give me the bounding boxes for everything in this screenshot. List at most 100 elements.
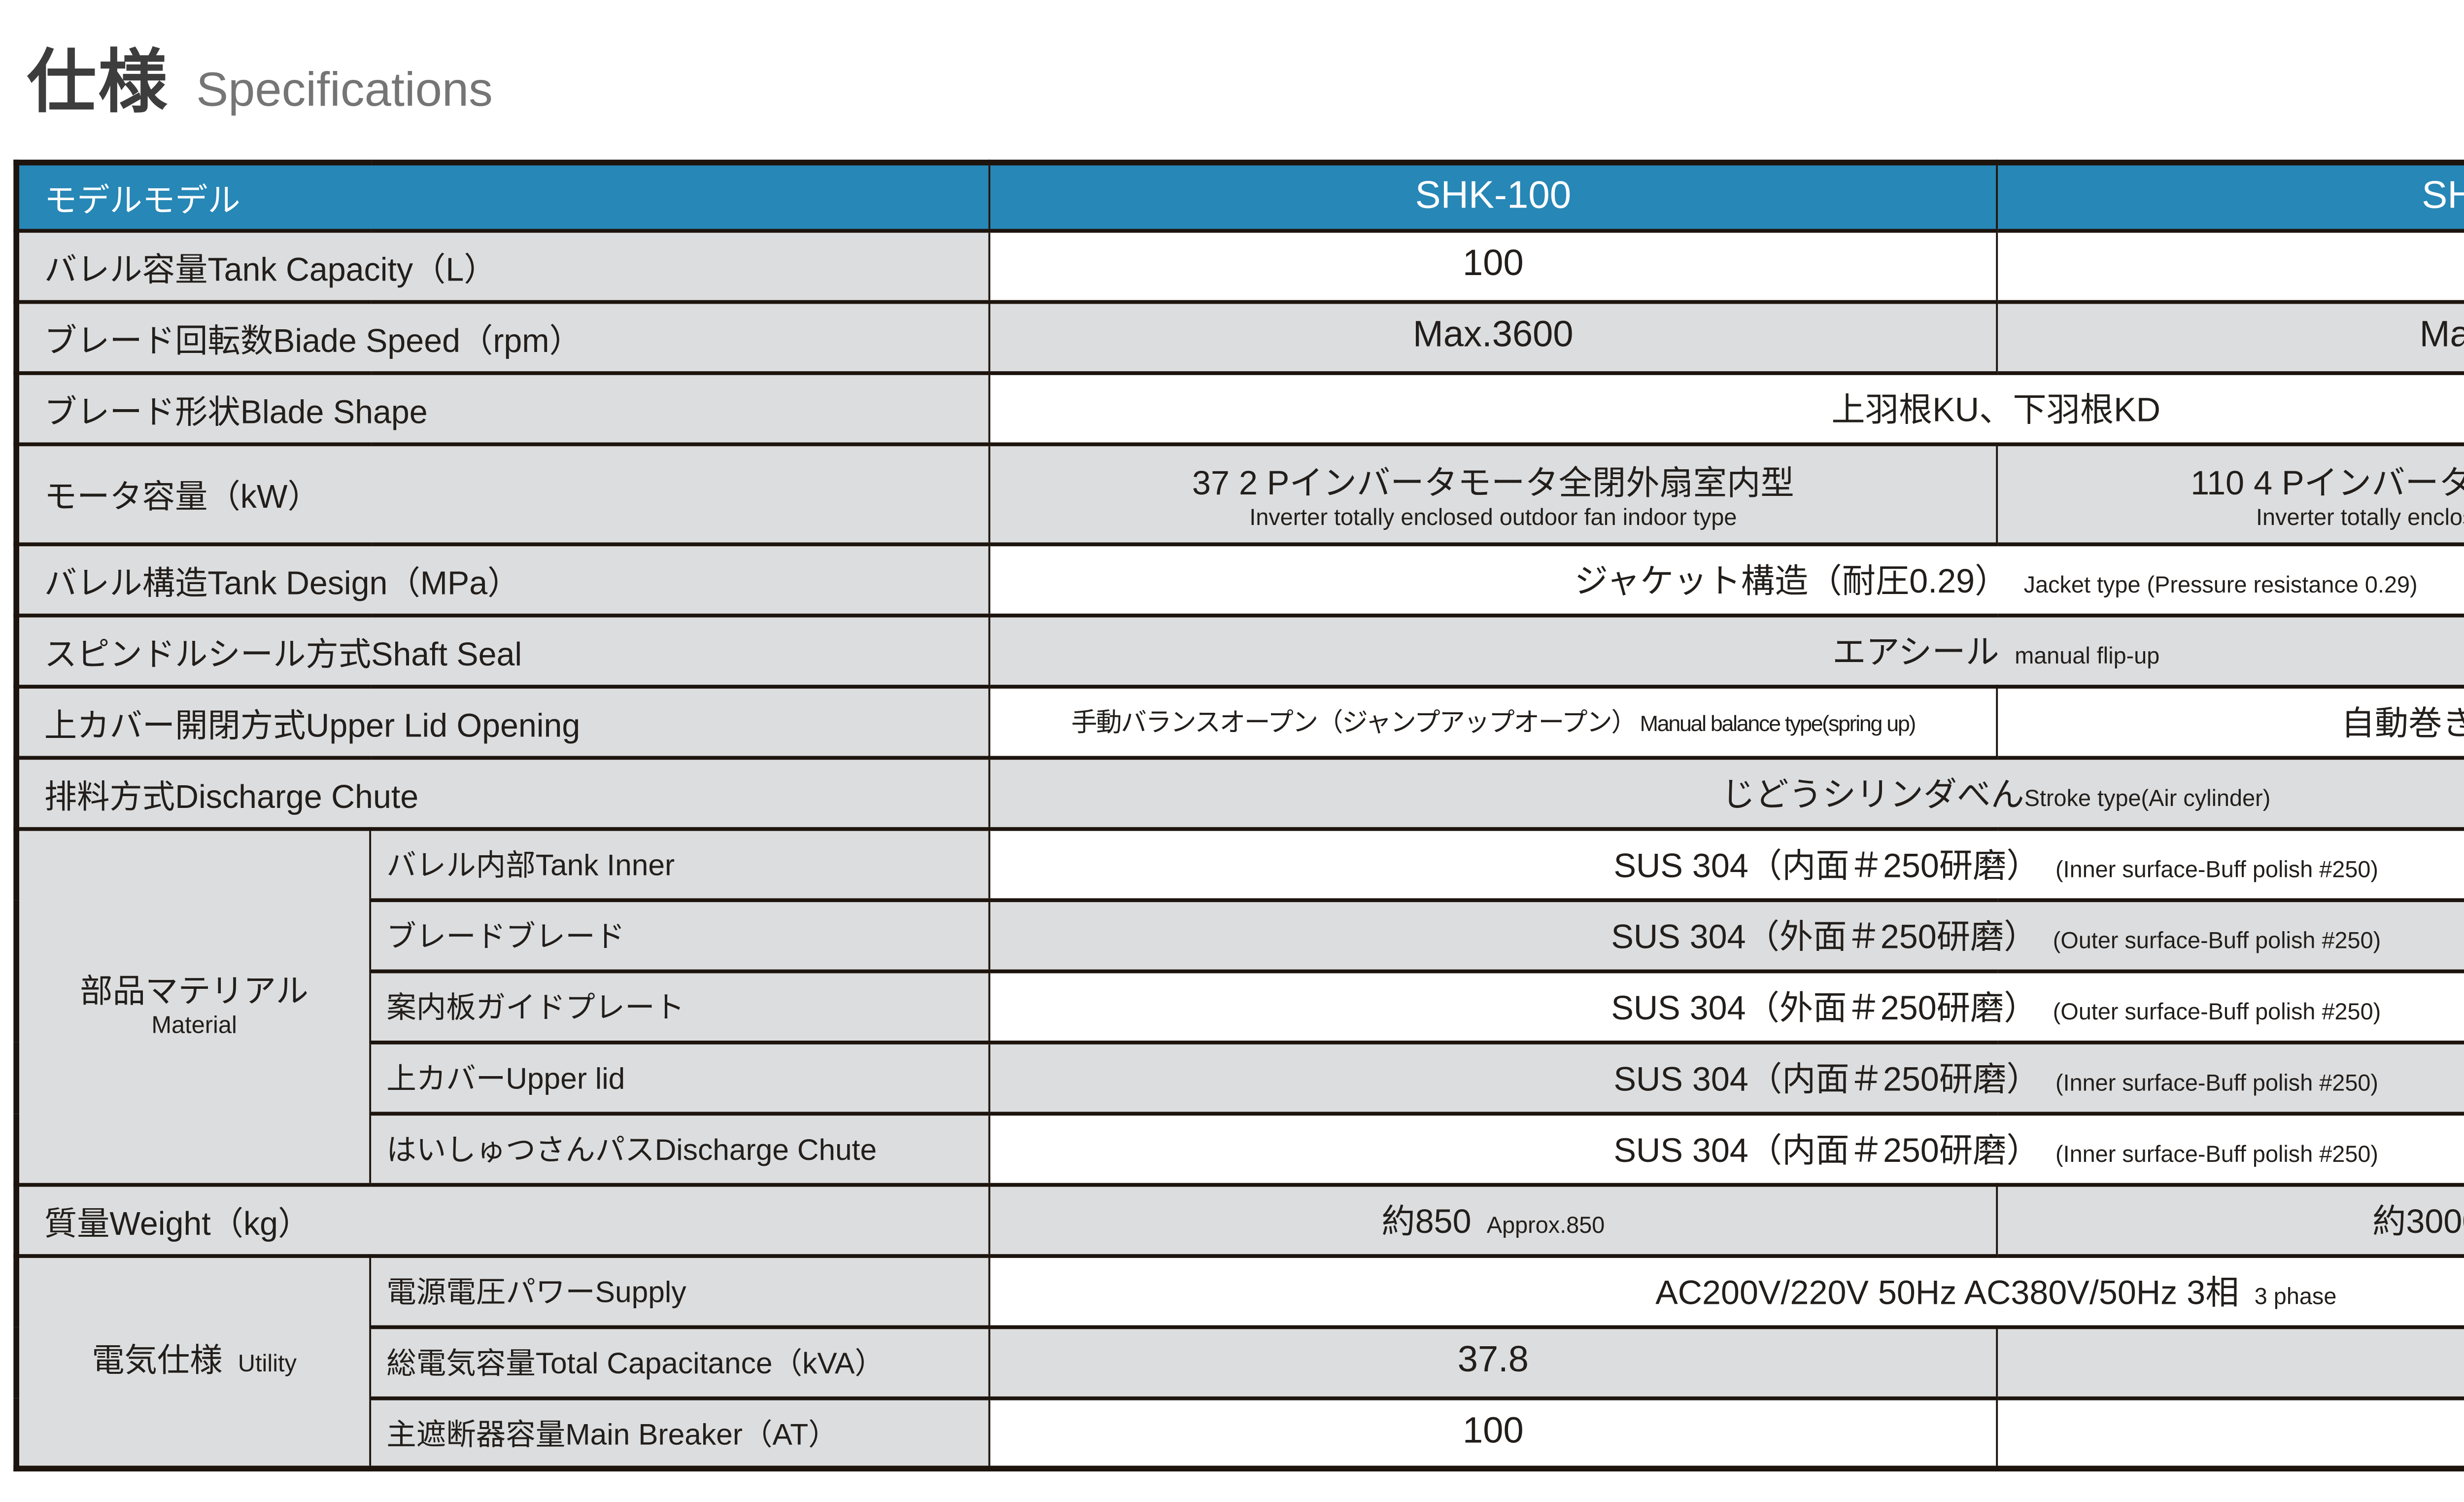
value-shk300: 約3000Approx.3000 (1996, 1182, 2464, 1257)
row-blade-speed: ブレード回転数Biade Speed（rpm） Max.3600 Max.240… (15, 299, 2464, 374)
value-shk100: 37 2 Pインバータモータ全閉外扇室内型 Inverter totally e… (988, 441, 1998, 546)
value-japanese: 手動バランスオープン（ジャンプアップオープン） (1071, 707, 1637, 737)
value-english: (Outer surface-Buff polish #250) (2053, 997, 2381, 1024)
value-shk300: Max.2400 (1996, 299, 2464, 374)
row-material-tank-inner: 部品マテリアル Material バレル内部Tank Inner SUS 304… (15, 826, 2464, 1186)
value-english: Stroke type(Air cylinder) (2024, 784, 2271, 811)
sub-label: 案内板ガイドプレート (369, 968, 991, 1044)
row-upper-lid: 上カバー開閉方式Upper Lid Opening 手動バランスオープン（ジャン… (15, 684, 2464, 759)
row-material-upper-lid: 上カバーUpper lid SUS 304（内面＃250研磨） (Inner su… (16, 1040, 2464, 1115)
value-japanese: じどうシリンダべん (1721, 774, 2024, 813)
row-label: バレル容量Tank Capacity（L） (15, 228, 991, 303)
value-japanese: エアシール (1832, 631, 1999, 670)
value-merged: エアシール manual flip-up (988, 612, 2464, 688)
row-blade-shape: ブレード形状Blade Shape 上羽根KU、下羽根KD (15, 370, 2464, 446)
value-shk300: 自動巻き上げFlip-up lid (1996, 684, 2464, 759)
value-english: Inverter totally enclosed outdoor fan in… (1249, 504, 1737, 531)
value-merged: 上羽根KU、下羽根KD (988, 370, 2464, 446)
row-tank-capacity: バレル容量Tank Capacity（L） 100 300 (15, 228, 2464, 303)
sub-label: はいしゅつさんパスDischarge Chute (369, 1111, 991, 1186)
value-japanese: SUS 304（外面＃250研磨） (1611, 987, 2038, 1026)
row-utility-total-capacitance: 総電気容量Total Capacitance（kVA） 37.8 111 (16, 1324, 2464, 1399)
header-model-shk100: SHK-100 (988, 160, 1998, 232)
value-merged: SUS 304（外面＃250研磨） (Outer surface-Buff pol… (988, 897, 2464, 973)
row-label: 排料方式Discharge Chute (15, 755, 991, 830)
value-japanese: 自動巻き上げ (2341, 703, 2464, 742)
value-english: (Inner surface-Buff polish #250) (2055, 1068, 2379, 1096)
value-shk300: 250 (1996, 1395, 2464, 1471)
value-shk300: 110 4 Pインバータモータ全閉外扇室内型 Inverter totally … (1996, 441, 2464, 546)
group-japanese: 電気仕様 (92, 1342, 223, 1379)
group-english: Material (151, 1011, 237, 1038)
sub-label: 電源電圧パワーSupply (369, 1253, 991, 1328)
value-shk100: 手動バランスオープン（ジャンプアップオープン） Manual balance ty… (988, 684, 1998, 759)
value-japanese: ジャケット構造（耐圧0.29） (1574, 560, 2009, 599)
group-japanese: 部品マテリアル (80, 972, 308, 1009)
page-title-english: Specifications (196, 63, 493, 118)
value-english: Approx.850 (1486, 1211, 1605, 1238)
row-label: モータ容量（kW） (15, 441, 991, 546)
value-shk100: Max.3600 (988, 299, 1998, 374)
row-tank-design: バレル構造Tank Design（MPa） ジャケット構造（耐圧0.29） Jac… (15, 541, 2464, 617)
value-japanese: 約850 (1381, 1201, 1472, 1240)
group-english: Utility (238, 1350, 297, 1377)
value-merged: SUS 304（内面＃250研磨） (Inner surface-Buff pol… (988, 826, 2464, 902)
row-utility-power-supply: 電気仕様 Utility 電源電圧パワーSupply AC200V/220V 50… (15, 1253, 2464, 1471)
row-label: スピンドルシール方式Shaft Seal (15, 612, 991, 688)
value-shk100: 37.8 (988, 1324, 1998, 1399)
sub-label: バレル内部Tank Inner (369, 826, 991, 902)
value-japanese: AC200V/220V 50Hz AC380V/50Hz 3相 (1655, 1272, 2239, 1311)
value-english: Jacket type (Pressure resistance 0.29) (2023, 570, 2418, 597)
value-merged: じどうシリンダべんStroke type(Air cylinder) (988, 755, 2464, 830)
row-material-discharge-chute: はいしゅつさんパスDischarge Chute SUS 304（内面＃250研… (16, 1111, 2464, 1186)
group-label-utility: 電気仕様 Utility (15, 1253, 372, 1471)
value-merged: SUS 304（外面＃250研磨） (Outer surface-Buff pol… (988, 968, 2464, 1044)
row-motor-capacity: モータ容量（kW） 37 2 Pインバータモータ全閉外扇室内型 Inverter… (15, 441, 2464, 546)
row-discharge-chute: 排料方式Discharge Chute じどうシリンダべんStroke type… (15, 755, 2464, 830)
header-model-shk300: SHK-300 (1996, 160, 2464, 232)
row-label: バレル構造Tank Design（MPa） (15, 541, 991, 617)
value-english: Inverter totally enclosed outdoor fan in… (2256, 504, 2464, 531)
value-text: 上羽根KU、下羽根KD (1831, 389, 2161, 428)
value-english: (Inner surface-Buff polish #250) (2055, 855, 2379, 882)
row-label: 上カバー開閉方式Upper Lid Opening (15, 684, 991, 759)
sub-label: 主遮断器容量Main Breaker（AT） (369, 1395, 991, 1471)
value-shk100: 100 (988, 228, 1998, 303)
value-merged: SUS 304（内面＃250研磨） (Inner surface-Buff pol… (988, 1040, 2464, 1115)
row-label: ブレード形状Blade Shape (15, 370, 991, 446)
value-shk100: 100 (988, 1395, 1998, 1471)
value-japanese: SUS 304（内面＃250研磨） (1613, 845, 2040, 884)
row-shaft-seal: スピンドルシール方式Shaft Seal エアシール manual flip-up (15, 612, 2464, 688)
row-weight: 質量Weight（kg） 約850 Approx.850 約3000Approx.… (15, 1182, 2464, 1257)
row-label: ブレード回転数Biade Speed（rpm） (15, 299, 991, 374)
value-japanese: SUS 304（内面＃250研磨） (1613, 1130, 2040, 1169)
value-merged: ジャケット構造（耐圧0.29） Jacket type (Pressure res… (988, 541, 2464, 617)
value-shk100: 約850 Approx.850 (988, 1182, 1998, 1257)
value-english: manual flip-up (2015, 641, 2160, 668)
value-english: 3 phase (2254, 1282, 2337, 1309)
value-japanese: 37 2 Pインバータモータ全閉外扇室内型 (1192, 463, 1794, 502)
specifications-table: モデルモデル SHK-100 SHK-300 バレル容量Tank Capacit… (13, 159, 2464, 1472)
value-english: Manual balance type(spring up) (1640, 713, 1916, 737)
sub-label: ブレードブレード (369, 897, 991, 973)
value-english: (Inner surface-Buff polish #250) (2055, 1139, 2379, 1167)
value-shk300: 300 (1996, 228, 2464, 303)
row-label: 質量Weight（kg） (15, 1182, 991, 1257)
value-japanese: 約3000 (2372, 1201, 2464, 1240)
page-title: 仕様 Specifications (0, 0, 2464, 127)
row-material-blade: ブレードブレード SUS 304（外面＃250研磨） (Outer surface… (16, 897, 2464, 973)
group-label-material: 部品マテリアル Material (15, 826, 372, 1186)
value-japanese: SUS 304（内面＃250研磨） (1613, 1059, 2040, 1098)
table-header-row: モデルモデル SHK-100 SHK-300 (15, 160, 2464, 232)
row-utility-main-breaker: 主遮断器容量Main Breaker（AT） 100 250 (16, 1395, 2464, 1471)
header-model-label: モデルモデル (15, 160, 991, 232)
value-merged: AC200V/220V 50Hz AC380V/50Hz 3相 3 phase (988, 1253, 2464, 1328)
row-material-guide-plate: 案内板ガイドプレート SUS 304（外面＃250研磨） (Outer surfa… (16, 968, 2464, 1044)
value-japanese: 110 4 Pインバータモータ全閉外扇室内型 (2190, 463, 2464, 502)
sub-label: 総電気容量Total Capacitance（kVA） (369, 1324, 991, 1399)
value-merged: SUS 304（内面＃250研磨） (Inner surface-Buff pol… (988, 1111, 2464, 1186)
value-japanese: SUS 304（外面＃250研磨） (1611, 916, 2038, 955)
sub-label: 上カバーUpper lid (369, 1040, 991, 1115)
value-english: (Outer surface-Buff polish #250) (2053, 926, 2381, 953)
